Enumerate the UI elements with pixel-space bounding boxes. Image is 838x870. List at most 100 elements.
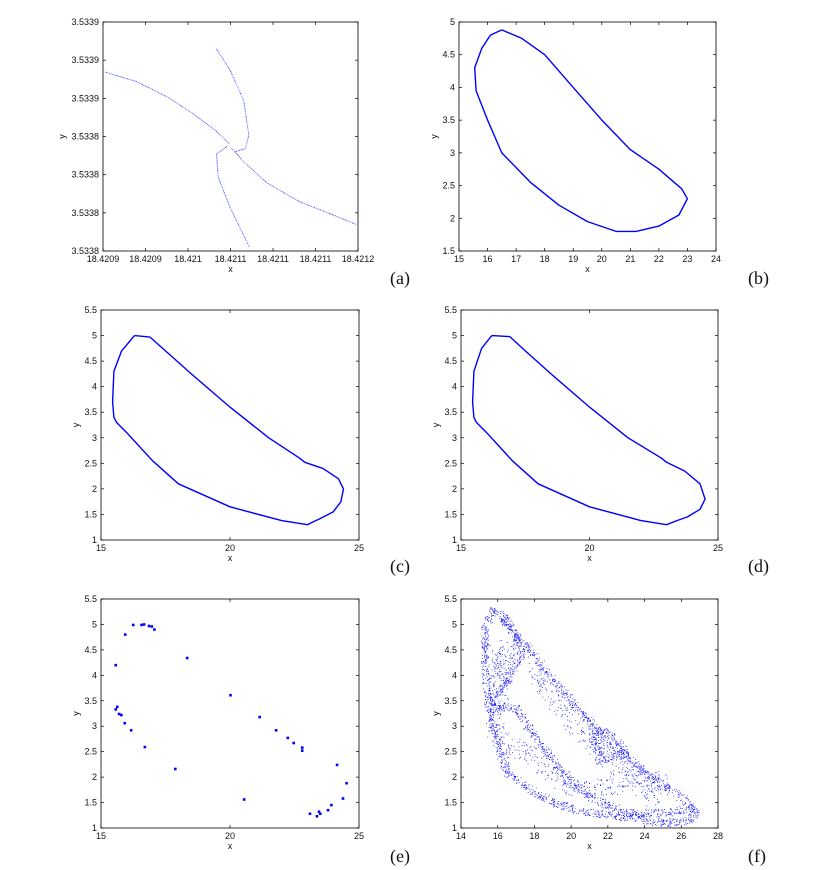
data-point [620,809,621,810]
data-point [580,809,582,811]
data-point [534,679,536,680]
data-point [595,760,596,762]
data-point [485,626,487,628]
data-point [508,768,510,770]
data-point [592,723,594,724]
data-point [563,694,565,696]
data-point [576,788,577,789]
data-point [546,681,548,682]
data-point [624,749,625,751]
data-point [499,694,501,696]
data-point [505,759,506,761]
y-tick-label: 2.5 [442,181,455,191]
data-point [637,764,639,766]
data-point [530,732,532,734]
data-point [484,626,486,628]
data-point [503,648,505,650]
data-point [524,728,525,729]
data-point [500,707,502,708]
y-tick-label: 1 [92,535,97,545]
data-point [150,625,154,628]
data-point [616,743,618,745]
data-point [601,806,603,808]
data-point [216,50,218,51]
data-point [221,149,223,151]
data-point [667,784,668,786]
data-point [592,729,593,731]
data-point [210,126,212,128]
data-point [565,806,566,808]
data-point [596,733,598,734]
data-point [668,812,670,813]
data-point [599,760,601,762]
data-point [588,717,589,719]
data-point [560,775,562,777]
data-point [502,726,504,727]
data-point [245,117,247,119]
data-point [519,656,521,657]
data-point [506,678,507,680]
data-point [577,792,578,794]
data-point [536,787,538,789]
data-point [611,759,612,761]
data-point [486,650,488,652]
data-point [531,675,533,677]
data-point [612,734,614,736]
data-point [614,816,616,817]
data-point [652,821,654,823]
data-point [604,747,605,749]
data-point [665,820,667,821]
data-point [539,680,540,682]
data-point [658,802,659,804]
data-point [485,699,486,700]
data-point [565,689,567,691]
y-tick-label: 4.5 [442,50,455,60]
data-point [541,757,542,759]
data-point [501,736,503,738]
data-point [508,766,510,768]
data-point [498,741,500,743]
data-point [597,778,599,780]
y-tick-label: 3.5 [444,407,457,417]
data-point [513,648,514,649]
data-point [233,214,235,216]
data-point [247,129,249,131]
data-point [492,658,493,660]
data-point [660,779,662,780]
data-point [520,633,521,635]
data-point [514,640,515,641]
data-point [594,744,596,746]
data-point [595,759,597,761]
data-point [500,621,502,622]
data-point [621,751,623,752]
data-point [486,639,488,641]
data-point [559,804,561,806]
data-point [502,682,504,684]
data-point [550,752,552,754]
x-tick-label: 19 [568,254,578,264]
data-point [514,777,516,778]
data-point [556,766,558,768]
data-point [610,741,611,743]
data-point [509,656,511,658]
data-point [558,801,560,802]
data-point [647,776,649,778]
data-point [666,785,667,787]
data-point [551,758,553,760]
data-point [609,813,610,814]
data-point [527,727,528,729]
data-point [511,629,512,631]
data-point [492,705,494,707]
data-point [683,824,685,826]
data-point [311,206,313,207]
y-tick-label: 3 [92,721,97,731]
data-point [679,805,681,807]
data-point [629,781,631,783]
data-point [507,664,509,666]
data-point [515,645,517,646]
data-point [527,792,529,793]
data-point [551,698,553,700]
data-point [587,719,588,721]
data-point [497,714,499,715]
